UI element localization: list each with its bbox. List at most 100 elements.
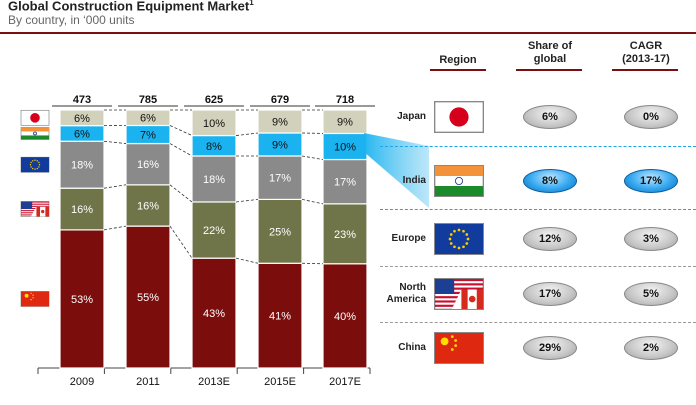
data-label: 40%	[334, 311, 356, 323]
row-separator	[380, 266, 696, 267]
header-cagr: CAGR (2013-17)	[622, 40, 670, 65]
bar-segment-north-america-2009	[59, 187, 105, 231]
cagr-value-japan: 0%	[624, 105, 678, 129]
data-label: 55%	[137, 292, 159, 304]
category-label: 2017E	[329, 376, 361, 388]
india-highlight-beam	[364, 133, 429, 208]
bar-segment-europe-2011	[125, 142, 171, 186]
bar-segment-china-2013e	[191, 257, 237, 369]
india-row-highlight	[380, 146, 696, 210]
total-label: 718	[336, 94, 354, 106]
bar-segment-japan-2009	[59, 109, 105, 127]
bar-segment-north-america-2015e	[257, 198, 303, 264]
total-label: 679	[271, 94, 289, 106]
total-label: 473	[73, 94, 91, 106]
header-region: Region	[439, 54, 477, 66]
data-label: 18%	[203, 174, 225, 186]
data-label: 16%	[71, 204, 93, 216]
bar-segment-europe-2013e	[191, 155, 237, 203]
segment-connector	[235, 199, 259, 203]
north-america-flag	[20, 201, 50, 217]
title-divider	[0, 32, 696, 34]
eu-flag	[435, 224, 483, 254]
eu-flag	[20, 156, 50, 173]
bar-segment-japan-2011	[125, 109, 171, 127]
segment-connector	[169, 143, 193, 157]
india-flag	[20, 127, 50, 140]
bar-segment-china-2009	[59, 229, 105, 369]
data-label: 53%	[71, 294, 93, 306]
india-flag-box	[434, 165, 484, 197]
data-label: 8%	[206, 141, 222, 153]
bar-segment-china-2017e	[322, 263, 368, 369]
category-label: 2015E	[264, 376, 296, 388]
cagr-value-north-america: 5%	[624, 282, 678, 306]
cagr-value-india: 17%	[624, 169, 678, 193]
share-value-europe: 12%	[523, 227, 577, 251]
segment-connector	[103, 184, 127, 189]
header-share-underline	[516, 69, 582, 71]
japan-flag	[435, 102, 483, 132]
data-label: 22%	[203, 225, 225, 237]
segment-connector	[169, 125, 193, 136]
data-label: 6%	[140, 113, 156, 125]
japan-flag	[20, 109, 50, 126]
india-flag	[435, 166, 483, 196]
segment-connector	[235, 257, 259, 264]
data-label: 6%	[74, 128, 90, 140]
china-flag-box	[434, 332, 484, 364]
data-label: 9%	[337, 117, 353, 129]
category-label: 2013E	[198, 376, 230, 388]
data-label: 18%	[71, 160, 93, 172]
total-label: 625	[205, 94, 223, 106]
data-label: 16%	[137, 159, 159, 171]
japan-flag-box	[434, 101, 484, 133]
share-value-north-america: 17%	[523, 282, 577, 306]
header-cagr-underline	[612, 69, 678, 71]
bar-segment-europe-2017e	[322, 158, 368, 205]
segment-connector	[301, 155, 324, 160]
segment-connector	[103, 140, 127, 144]
region-label-europe: Europe	[391, 233, 426, 244]
data-label: 7%	[140, 130, 156, 142]
north-america-flag	[435, 279, 483, 309]
data-label: 23%	[334, 229, 356, 241]
data-label: 25%	[269, 226, 291, 238]
data-label: 17%	[269, 173, 291, 185]
bar-segment-japan-2013e	[191, 109, 237, 137]
share-value-china: 29%	[523, 336, 577, 360]
china-flag	[435, 333, 483, 363]
data-label: 6%	[74, 113, 90, 125]
category-label: 2011	[136, 376, 160, 388]
segment-connector	[235, 132, 259, 136]
chart-subtitle: By country, in ‘000 units	[8, 13, 135, 27]
total-label: 785	[139, 94, 157, 106]
china-flag	[20, 291, 50, 307]
segment-connector	[169, 225, 193, 259]
share-value-india: 8%	[523, 169, 577, 193]
cagr-value-europe: 3%	[624, 227, 678, 251]
region-label-north-america: North America	[386, 282, 426, 305]
bar-segment-north-america-2011	[125, 184, 171, 227]
data-label: 10%	[334, 141, 356, 153]
region-label-india: India	[402, 175, 426, 186]
share-value-japan: 6%	[523, 105, 577, 129]
bar-segment-japan-2015e	[257, 109, 303, 134]
data-label: 16%	[137, 200, 159, 212]
data-label: 9%	[272, 139, 288, 151]
north-america-flag-box	[434, 278, 484, 310]
bar-segment-japan-2017e	[322, 109, 368, 135]
data-label: 10%	[203, 118, 225, 130]
header-share: Share of global	[527, 40, 572, 65]
chart-title: Global Construction Equipment Market1	[8, 0, 254, 14]
data-label: 9%	[272, 116, 288, 128]
bar-segment-europe-2009	[59, 140, 105, 189]
category-label: 2009	[70, 376, 94, 388]
eu-flag-box	[434, 223, 484, 255]
data-label: 17%	[334, 177, 356, 189]
header-region-underline	[430, 69, 486, 71]
data-label: 43%	[203, 308, 225, 320]
row-separator	[380, 322, 696, 323]
cagr-value-china: 2%	[624, 336, 678, 360]
